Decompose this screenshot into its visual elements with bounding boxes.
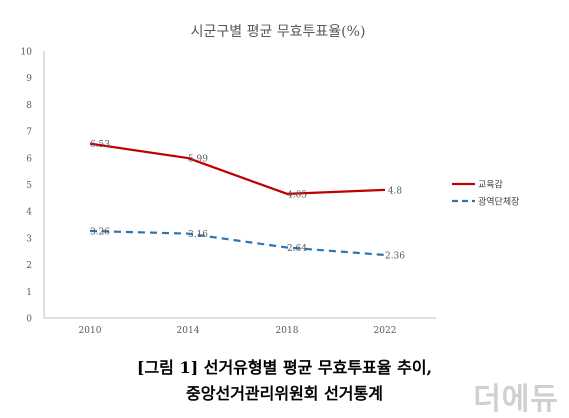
y-tick-label: 0 bbox=[26, 315, 32, 325]
plot-area: 6.53 5.99 4.65 4.8 3.26 3.16 2.64 2.36 bbox=[89, 140, 405, 261]
watermark-logo: 더에듀 bbox=[473, 382, 559, 417]
x-tick-label: 2022 bbox=[374, 326, 397, 336]
y-tick-label: 7 bbox=[26, 128, 32, 138]
x-tick-label: 2018 bbox=[276, 326, 299, 336]
y-tick-label: 1 bbox=[26, 288, 32, 298]
data-label: 2.64 bbox=[287, 244, 307, 254]
x-axis: 2010 2014 2018 2022 bbox=[44, 317, 436, 336]
series-line-1 bbox=[89, 142, 386, 195]
legend-label: 광역단체장 bbox=[478, 196, 519, 208]
y-tick-label: 6 bbox=[26, 154, 32, 164]
y-tick-label: 2 bbox=[26, 261, 32, 271]
data-label: 3.26 bbox=[90, 227, 110, 237]
chart-title: 시군구별 평균 무효투표율(%) bbox=[191, 24, 366, 40]
series-line-2 bbox=[89, 229, 386, 257]
data-label: 2.36 bbox=[385, 251, 405, 261]
y-axis: 0 1 2 3 4 5 6 7 8 9 10 bbox=[21, 48, 45, 325]
y-tick-label: 4 bbox=[26, 208, 32, 218]
legend-label: 교육감 bbox=[478, 179, 503, 191]
y-tick-label: 5 bbox=[26, 181, 32, 191]
y-tick-label: 9 bbox=[26, 74, 32, 84]
y-tick-label: 10 bbox=[21, 48, 33, 58]
data-label: 4.8 bbox=[388, 186, 403, 196]
x-tick-label: 2010 bbox=[79, 326, 102, 336]
x-tick-label: 2014 bbox=[177, 326, 200, 336]
y-tick-label: 3 bbox=[26, 234, 32, 244]
data-label: 4.65 bbox=[287, 190, 307, 200]
figure-caption-line1: [그림 1] 선거유형별 평균 무효투표율 추이, bbox=[136, 358, 433, 377]
data-label: 3.16 bbox=[188, 230, 208, 240]
data-label: 5.99 bbox=[188, 155, 208, 165]
y-tick-label: 8 bbox=[26, 101, 32, 111]
data-label: 6.53 bbox=[90, 140, 110, 150]
figure-caption-line2: 중앙선거관리위원회 선거통계 bbox=[186, 384, 383, 403]
